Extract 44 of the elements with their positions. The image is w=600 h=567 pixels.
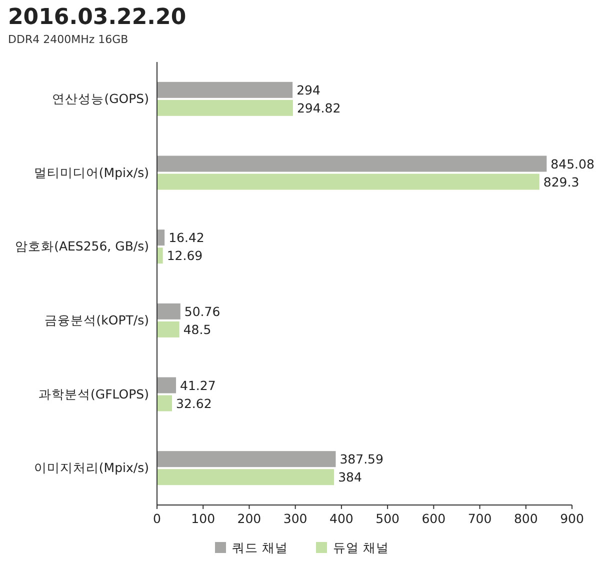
y-tick-label: 과학분석(GFLOPS) (38, 386, 149, 402)
data-label: 845.08 (550, 156, 594, 172)
y-tick-label: 암호화(AES256, GB/s) (15, 238, 149, 254)
y-tick-label: 멀티미디어(Mpix/s) (34, 164, 149, 180)
bar (157, 321, 180, 338)
x-tick-label: 600 (422, 511, 446, 526)
bar (157, 82, 293, 98)
bar (157, 156, 547, 172)
x-tick-label: 400 (330, 511, 354, 526)
x-tick-label: 0 (153, 511, 162, 526)
bar (157, 100, 293, 116)
data-label: 294.82 (296, 100, 341, 116)
data-label: 12.69 (166, 248, 203, 264)
bar (157, 451, 336, 468)
bar (157, 469, 334, 486)
legend-label: 듀얼 채널 (332, 540, 389, 555)
x-tick-label: 800 (514, 511, 538, 526)
bar (157, 395, 172, 412)
x-tick-label: 300 (283, 511, 308, 526)
bar (157, 230, 165, 246)
x-tick-label: 500 (376, 511, 400, 526)
bar (157, 377, 176, 394)
data-label: 50.76 (184, 304, 220, 319)
y-tick-label: 금융분석(kOPT/s) (44, 312, 149, 328)
x-tick-label: 100 (191, 511, 216, 526)
data-label: 829.3 (543, 174, 580, 190)
data-label: 41.27 (180, 378, 216, 393)
data-label: 387.59 (340, 452, 384, 467)
data-label: 294 (296, 82, 320, 98)
data-label: 384 (338, 470, 362, 485)
legend-label: 쿼드 채널 (232, 540, 288, 555)
data-label: 32.62 (176, 396, 212, 411)
x-tick-label: 700 (468, 511, 492, 526)
chart-title: 2016.03.22.20 (8, 5, 186, 30)
bar (157, 248, 163, 264)
x-tick-label: 200 (237, 511, 262, 526)
x-tick-label: 900 (560, 511, 584, 526)
bar (157, 174, 540, 190)
data-label: 16.42 (168, 230, 204, 246)
data-label: 48.5 (183, 322, 212, 337)
bar (157, 303, 180, 320)
y-tick-label: 이미지처리(Mpix/s) (34, 460, 149, 476)
text: DDR4 2400MHz 16GB (8, 33, 128, 46)
y-tick-label: 연산성능(GOPS) (52, 90, 149, 106)
